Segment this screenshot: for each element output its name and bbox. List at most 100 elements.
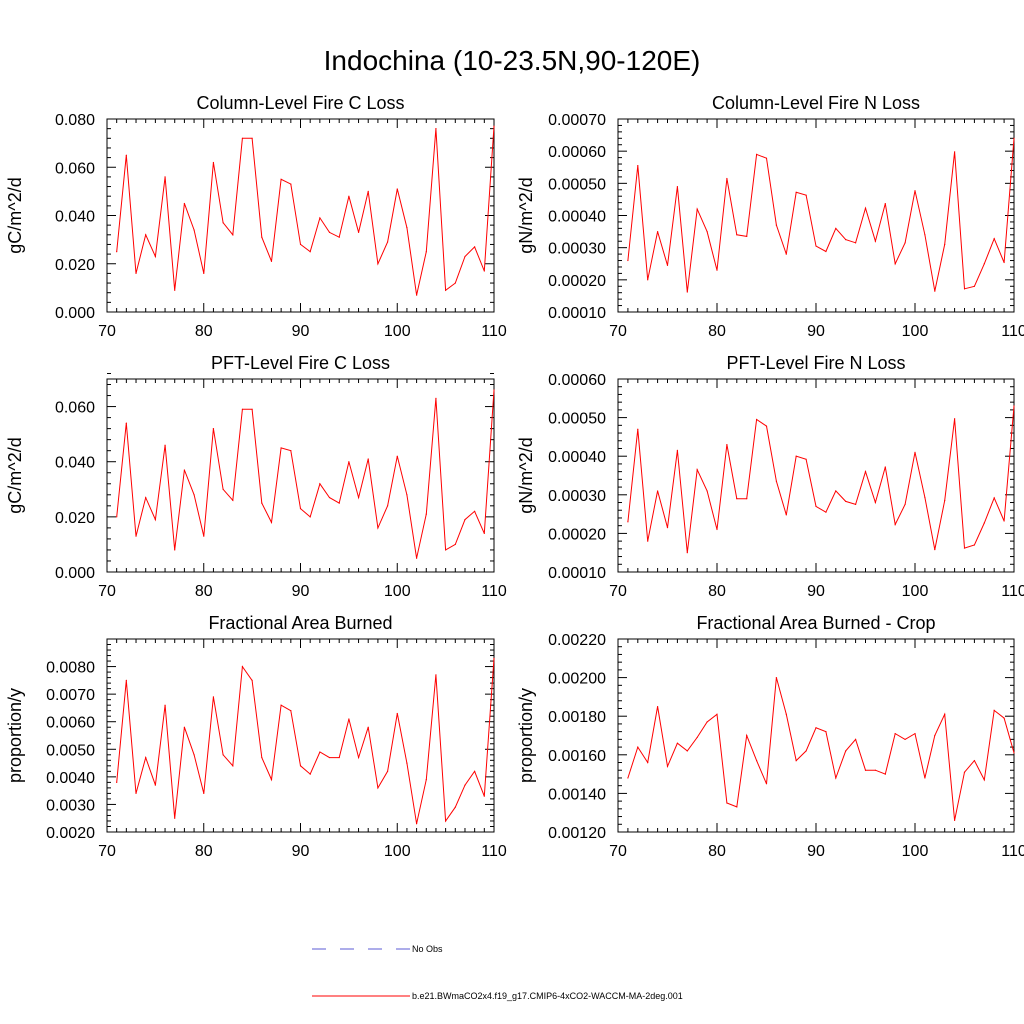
data-point: [183, 202, 185, 205]
data-point: [874, 769, 877, 771]
data-point: [193, 229, 195, 231]
data-point: [135, 535, 137, 537]
y-axis-label: gC/m^2/d: [5, 177, 25, 253]
data-point: [775, 224, 778, 226]
data-point: [914, 451, 916, 453]
y-tick-label: 0.020: [55, 510, 95, 527]
data-point: [835, 490, 837, 492]
data-point: [309, 516, 311, 518]
data-point: [765, 425, 768, 427]
panel-title: Column-Level Fire C Loss: [196, 93, 404, 113]
data-point: [944, 243, 946, 246]
data-point: [716, 528, 718, 531]
data-point: [756, 153, 758, 155]
data-point: [736, 806, 738, 808]
data-point: [396, 188, 398, 190]
data-point: [855, 738, 857, 740]
data-point: [164, 176, 166, 178]
data-point: [736, 234, 738, 236]
data-point: [627, 777, 629, 779]
data-point: [746, 498, 748, 500]
data-point: [993, 709, 995, 712]
data-point: [845, 750, 847, 752]
data-point: [367, 726, 369, 728]
data-point: [785, 713, 787, 715]
data-point: [924, 234, 926, 236]
data-point: [904, 503, 906, 506]
data-point: [154, 519, 156, 521]
y-tick-label: 0.00020: [548, 526, 606, 543]
data-point: [377, 527, 379, 529]
data-point: [666, 527, 669, 529]
y-tick-label: 0.00120: [548, 825, 606, 842]
data-point: [454, 543, 456, 546]
x-tick-label: 80: [195, 583, 213, 600]
data-point: [116, 251, 118, 253]
data-point: [145, 234, 147, 236]
data-point: [290, 450, 292, 452]
data-point: [406, 226, 408, 229]
data-point: [241, 137, 244, 139]
x-tick-label: 100: [902, 843, 929, 860]
data-point: [290, 710, 292, 712]
data-point: [367, 458, 369, 460]
x-tick-label: 80: [708, 583, 726, 600]
data-point: [203, 272, 205, 274]
y-tick-label: 0.0070: [46, 687, 95, 704]
data-point: [396, 712, 398, 715]
data-point: [125, 679, 127, 681]
data-point: [647, 279, 649, 281]
x-tick-label: 110: [1001, 323, 1024, 340]
data-point: [193, 754, 195, 756]
data-point: [280, 178, 282, 180]
data-point: [686, 291, 688, 293]
data-point: [805, 458, 807, 460]
data-point: [756, 759, 758, 762]
data-point: [357, 756, 360, 759]
data-point: [290, 183, 292, 185]
data-point: [232, 765, 234, 767]
data-point: [676, 742, 679, 744]
data-point: [963, 288, 966, 290]
y-axis-label: proportion/y: [5, 688, 25, 783]
data-point: [445, 820, 447, 822]
x-tick-label: 70: [98, 323, 116, 340]
x-tick-label: 70: [609, 583, 627, 600]
x-tick-label: 90: [807, 843, 825, 860]
data-point: [934, 734, 936, 737]
x-tick-label: 70: [609, 323, 627, 340]
y-tick-label: 0.0020: [46, 825, 95, 842]
data-point: [963, 771, 966, 773]
data-point: [983, 779, 985, 781]
x-tick-label: 90: [807, 323, 825, 340]
chart-panel-2: Column-Level Fire N Loss gN/m^2/d 70 80 90 10…: [516, 93, 1024, 340]
x-tick-label: 100: [902, 583, 929, 600]
plot-frame: [106, 638, 495, 833]
data-point: [425, 251, 427, 253]
data-point: [973, 759, 976, 762]
data-point: [348, 195, 350, 197]
y-axis-label: gN/m^2/d: [516, 177, 536, 253]
data-point: [261, 756, 263, 759]
panel-title: Fractional Area Burned: [208, 613, 392, 633]
data-point: [425, 779, 427, 781]
data-point: [716, 269, 718, 271]
data-point: [805, 194, 807, 196]
data-point: [954, 418, 956, 420]
data-point: [795, 455, 797, 457]
data-point: [222, 222, 224, 224]
data-point: [270, 521, 273, 523]
data-point: [125, 422, 127, 424]
y-tick-label: 0.060: [55, 160, 95, 177]
data-point: [493, 657, 495, 659]
plot-frame: [617, 378, 1015, 573]
data-point: [348, 461, 350, 463]
data-point: [232, 499, 234, 501]
data-point: [241, 665, 244, 668]
data-point: [474, 246, 476, 248]
data-point: [924, 777, 926, 779]
data-point: [493, 389, 495, 391]
data-point: [174, 289, 176, 291]
x-tick-label: 100: [902, 323, 929, 340]
data-point: [464, 255, 466, 258]
